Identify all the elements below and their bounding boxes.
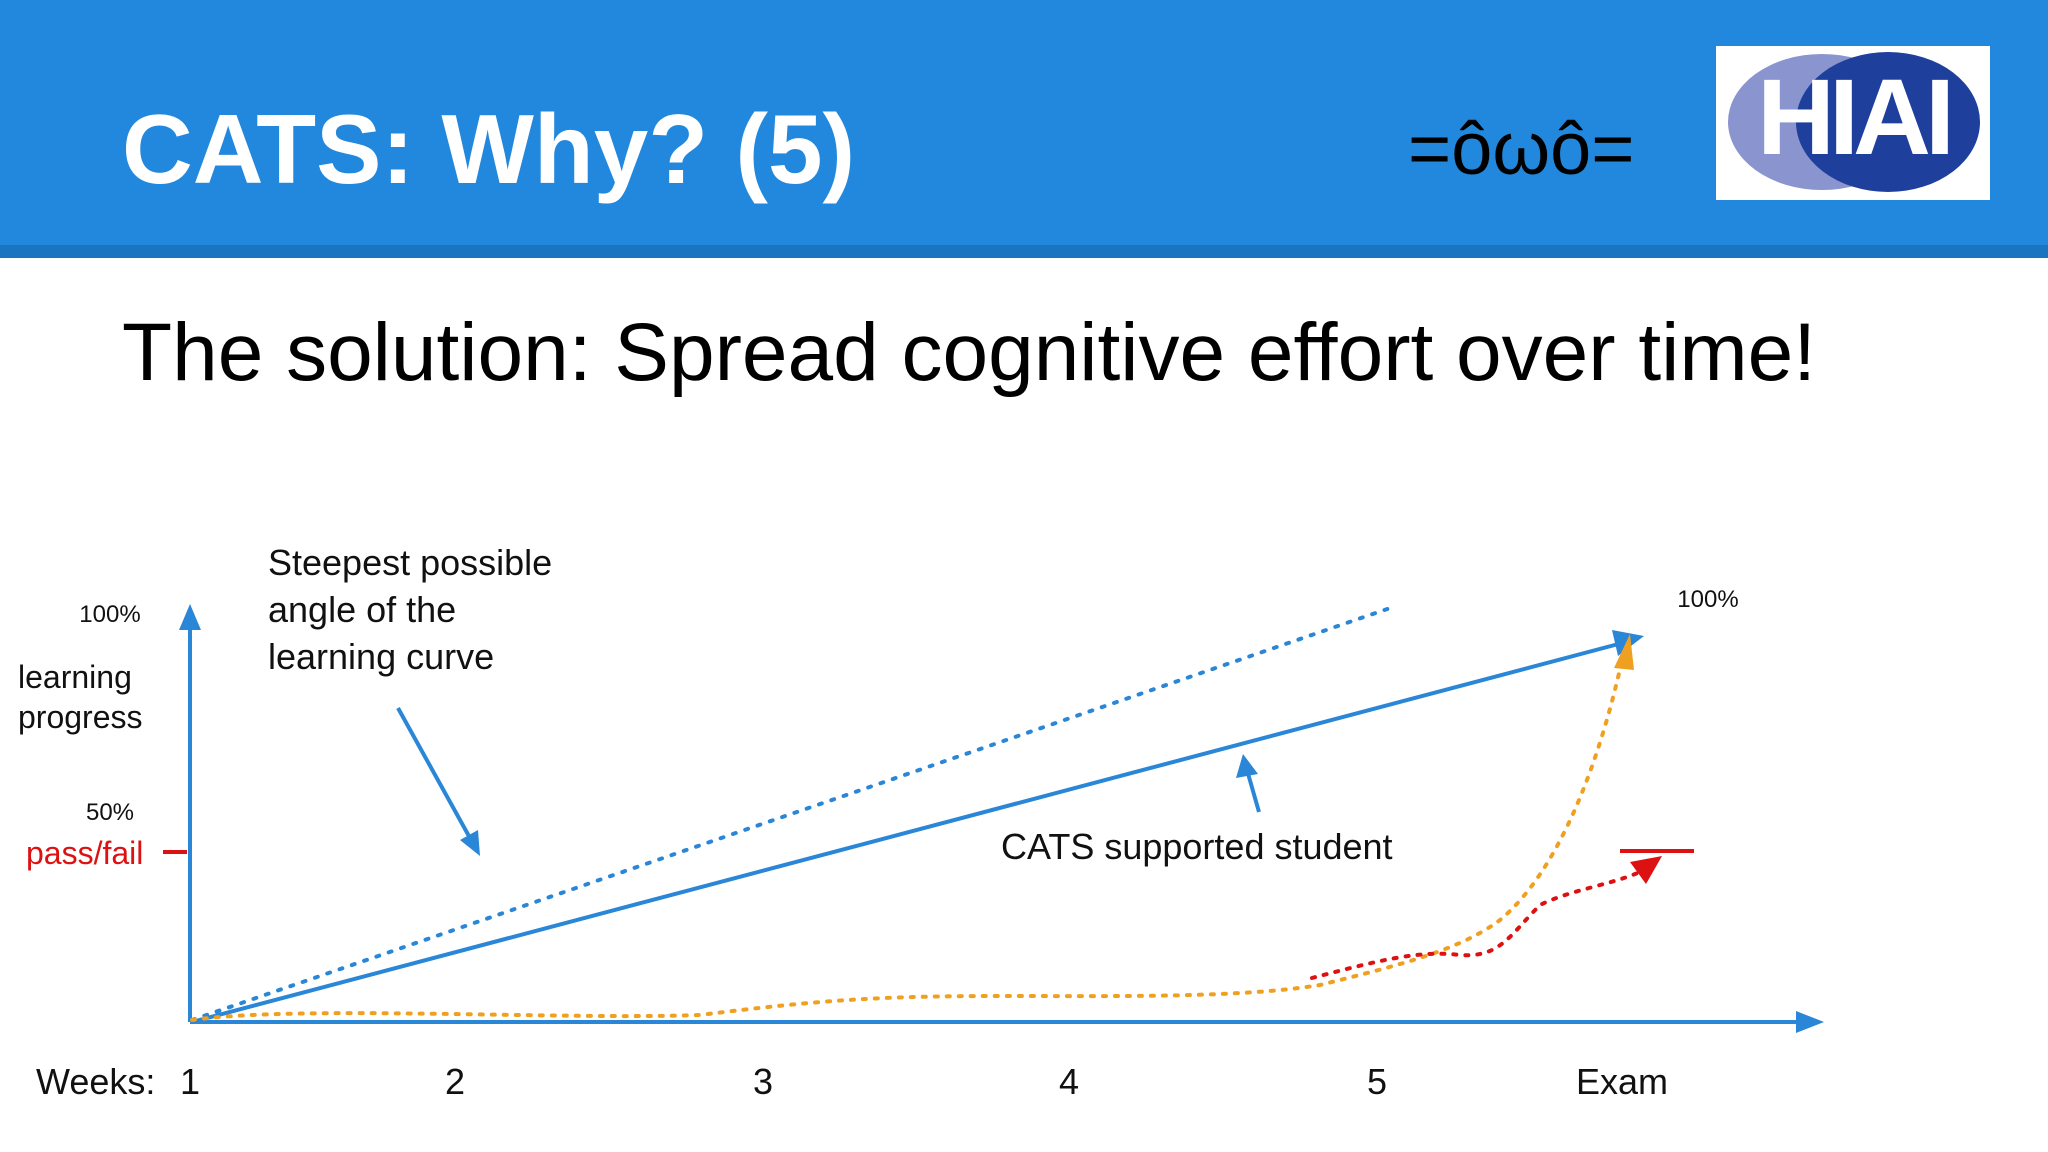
y-axis-label-line-2: progress <box>18 699 143 735</box>
x-tick-exam: Exam <box>1576 1061 1668 1102</box>
steepest-label-line-3: learning curve <box>268 636 494 677</box>
cat-emoticon: =ôωô= <box>1408 107 1635 190</box>
y-tick-50: 50% <box>86 799 134 826</box>
steepest-dotted-line <box>190 604 1398 1022</box>
orange-arrowhead <box>1614 634 1634 670</box>
end-100-label: 100% <box>1677 586 1738 613</box>
x-tick-3: 3 <box>753 1061 773 1102</box>
cats-supported-label: CATS supported student <box>1001 826 1393 867</box>
x-tick-4: 4 <box>1059 1061 1079 1102</box>
x-tick-2: 2 <box>445 1061 465 1102</box>
x-tick-5: 5 <box>1367 1061 1387 1102</box>
steepest-label-line-2: angle of the <box>268 589 456 630</box>
steepest-label-line-1: Steepest possible <box>268 542 552 583</box>
y-tick-100: 100% <box>79 601 140 628</box>
y-axis-arrowhead <box>179 604 201 630</box>
hiai-logo: HIAI <box>1716 46 1990 200</box>
hiai-logo-graphic: HIAI <box>1728 52 1980 192</box>
x-tick-1: 1 <box>180 1061 200 1102</box>
slide-subtitle: The solution: Spread cognitive effort ov… <box>122 307 1817 398</box>
red-arrowhead <box>1630 856 1662 884</box>
x-axis-arrowhead <box>1796 1011 1824 1033</box>
red-dotted-curve <box>1310 870 1642 980</box>
logo-right-circle <box>1796 52 1980 192</box>
header-bar: CATS: Why? (5) =ôωô= HIAI <box>0 0 2048 258</box>
cats-pointer-arrowhead <box>1236 754 1258 778</box>
steepest-pointer-arrowhead <box>460 830 480 856</box>
x-axis-label: Weeks: <box>36 1061 155 1102</box>
pass-fail-label: pass/fail <box>26 835 143 871</box>
cats-student-line <box>191 640 1627 1024</box>
slide-title: CATS: Why? (5) <box>122 94 856 204</box>
steepest-pointer-arrow <box>396 707 472 839</box>
logo-letters: HIAI <box>1757 56 1949 177</box>
cats-pointer-arrow <box>1245 769 1261 813</box>
orange-dotted-curve <box>190 658 1624 1022</box>
y-axis-label-line-1: learning <box>18 659 132 695</box>
